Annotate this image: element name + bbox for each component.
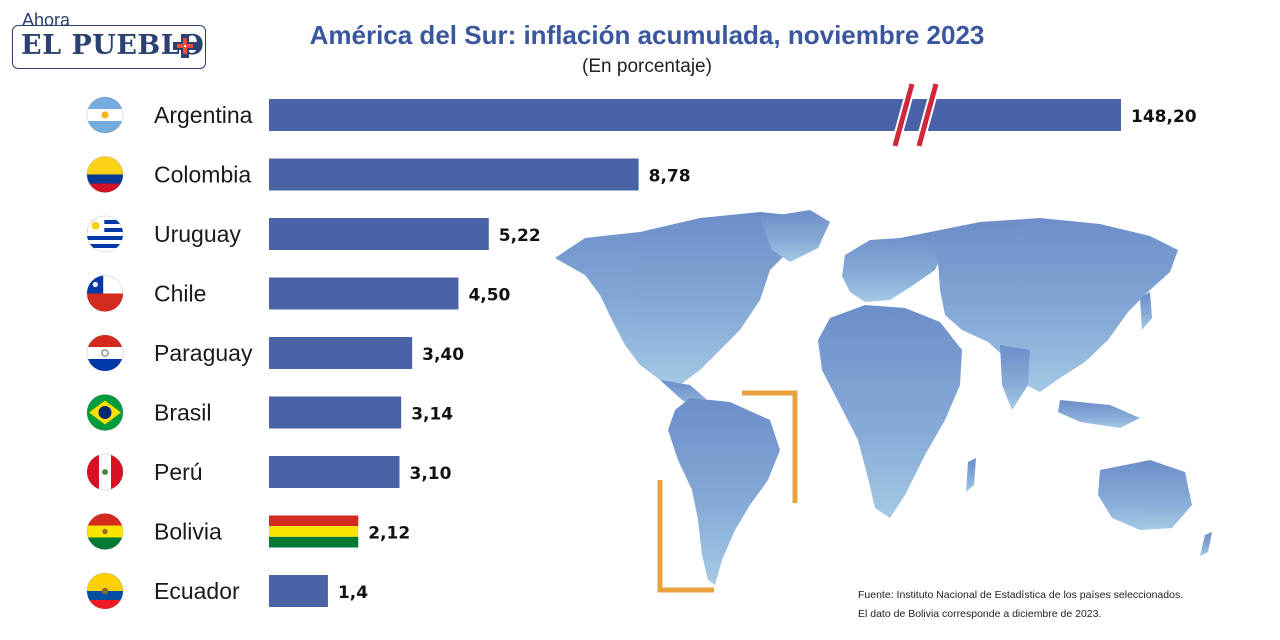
country-label-paraguay: Paraguay: [154, 340, 253, 366]
value-label-argentina: 148,20: [1131, 107, 1197, 127]
country-label-colombia: Colombia: [154, 162, 251, 188]
brazil-flag-icon: [86, 394, 124, 431]
chile-flag-icon: [86, 275, 124, 312]
chart-subtitle: (En porcentaje): [582, 56, 712, 77]
world-map-illustration: [555, 210, 1212, 585]
south-america-highlight-brackets: [657, 390, 798, 593]
value-label-ecuador: 1,4: [338, 583, 368, 603]
country-label-ecuador: Ecuador: [154, 578, 240, 604]
country-label-bolivia: Bolivia: [154, 519, 222, 545]
value-label-brasil: 3,14: [411, 405, 453, 425]
source-note: Fuente: Instituto Nacional de Estadístic…: [858, 586, 1183, 624]
axis-break-marks: [890, 82, 941, 148]
source-text: Fuente: Instituto Nacional de Estadístic…: [858, 589, 1184, 601]
bar-brasil: [269, 396, 402, 429]
country-label-uruguay: Uruguay: [154, 221, 241, 247]
bar-colombia: [269, 158, 639, 191]
bar-argentina: [269, 99, 1121, 131]
bar-uruguay: [269, 218, 489, 250]
bar-perú: [269, 456, 400, 488]
bar-ecuador: [269, 575, 328, 607]
country-label-brasil: Brasil: [154, 400, 212, 426]
el-pueblo-logo: Ahora EL PUEBLO: [12, 8, 208, 70]
argentina-flag-icon: [86, 96, 124, 134]
bar-paraguay: [269, 337, 413, 369]
value-label-bolivia: 2,12: [368, 524, 410, 544]
peru-flag-icon: [86, 453, 124, 491]
logo-box: EL PUEBLO: [12, 25, 206, 69]
value-label-uruguay: 5,22: [499, 226, 541, 246]
bolivia-note-text: El dato de Bolivia corresponde a diciemb…: [858, 608, 1102, 620]
bar-chile: [269, 277, 459, 310]
bar-bolivia: [269, 515, 359, 548]
country-label-chile: Chile: [154, 281, 206, 307]
value-label-paraguay: 3,40: [422, 345, 464, 365]
country-label-perú: Perú: [154, 459, 203, 485]
colombia-flag-icon: [86, 156, 124, 193]
value-label-perú: 3,10: [410, 464, 452, 484]
country-label-argentina: Argentina: [154, 102, 253, 128]
bolivia-flag-icon: [86, 513, 124, 550]
uruguay-flag-icon: [86, 215, 124, 253]
ecuador-flag-icon: [86, 572, 124, 610]
value-label-colombia: 8,78: [649, 167, 691, 187]
paraguay-flag-icon: [86, 334, 124, 372]
chakana-icon: [173, 34, 197, 58]
value-label-chile: 4,50: [468, 286, 510, 306]
chart-title: América del Sur: inflación acumulada, no…: [309, 20, 985, 50]
